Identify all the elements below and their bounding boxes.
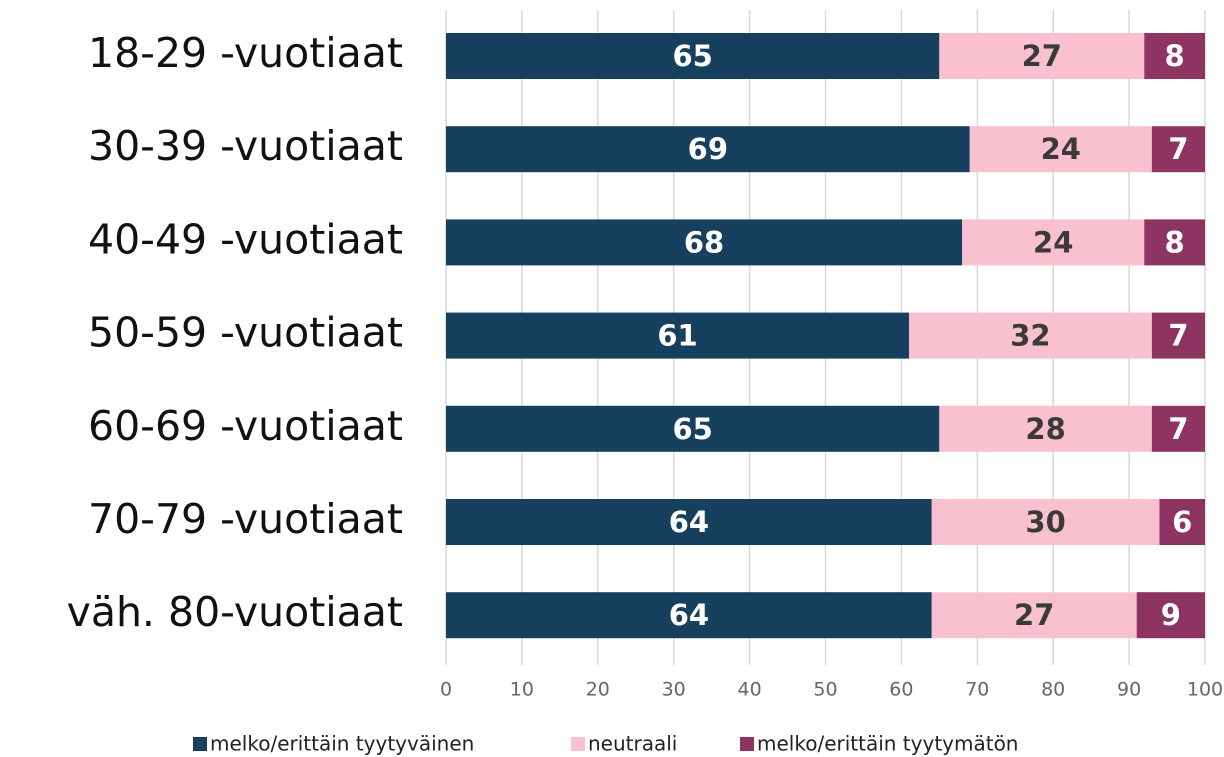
category-label: 30-39 -vuotiaat bbox=[88, 122, 403, 170]
data-label: 6 bbox=[1172, 505, 1192, 539]
bar-segment bbox=[1136, 592, 1205, 639]
x-tick-label: 10 bbox=[510, 679, 534, 701]
legend-swatch bbox=[193, 737, 207, 751]
legend-swatch bbox=[740, 737, 754, 751]
data-label: 27 bbox=[1022, 39, 1062, 73]
bar-segment bbox=[446, 592, 932, 639]
bar-segment bbox=[908, 312, 1152, 359]
bar-segment bbox=[969, 126, 1152, 173]
x-tick-label: 90 bbox=[1117, 679, 1141, 701]
bar-segment bbox=[446, 33, 940, 79]
bar-segment bbox=[1159, 499, 1205, 545]
data-label: 65 bbox=[672, 39, 712, 73]
legend-label: melko/erittäin tyytyväinen bbox=[210, 732, 474, 756]
data-label: 69 bbox=[688, 132, 728, 166]
bar-segment bbox=[939, 33, 1145, 79]
bar-segment bbox=[446, 499, 932, 545]
data-label: 28 bbox=[1025, 412, 1065, 446]
bar-segment bbox=[1151, 312, 1205, 359]
bar-segment bbox=[446, 126, 970, 173]
legend-swatch bbox=[571, 737, 585, 751]
bar-segment bbox=[1151, 126, 1205, 173]
x-tick-label: 100 bbox=[1187, 679, 1223, 701]
data-label: 7 bbox=[1168, 412, 1188, 446]
x-tick-label: 40 bbox=[738, 679, 762, 701]
bar-segment bbox=[446, 312, 909, 359]
x-tick-label: 0 bbox=[440, 679, 452, 701]
data-label: 27 bbox=[1014, 598, 1054, 632]
x-tick-label: 80 bbox=[1041, 679, 1065, 701]
data-label: 7 bbox=[1168, 319, 1188, 353]
bar-segment bbox=[931, 592, 1137, 639]
bar-segment bbox=[1151, 405, 1205, 452]
data-label: 7 bbox=[1168, 132, 1188, 166]
bar-segment bbox=[446, 405, 940, 452]
category-label: väh. 80-vuotiaat bbox=[67, 588, 403, 636]
category-label: 40-49 -vuotiaat bbox=[88, 215, 403, 263]
data-label: 8 bbox=[1165, 39, 1185, 73]
category-label: 50-59 -vuotiaat bbox=[88, 309, 403, 357]
data-label: 9 bbox=[1161, 598, 1181, 632]
data-label: 30 bbox=[1025, 505, 1065, 539]
data-label: 24 bbox=[1041, 132, 1081, 166]
x-tick-label: 30 bbox=[662, 679, 686, 701]
x-tick-label: 20 bbox=[586, 679, 610, 701]
x-tick-label: 70 bbox=[965, 679, 989, 701]
bar-segment bbox=[1144, 33, 1205, 79]
data-label: 65 bbox=[672, 412, 712, 446]
x-tick-label: 60 bbox=[889, 679, 913, 701]
bar-segment bbox=[962, 219, 1145, 266]
data-label: 64 bbox=[669, 505, 709, 539]
bar-segment bbox=[446, 219, 963, 266]
category-label: 60-69 -vuotiaat bbox=[88, 402, 403, 450]
data-label: 61 bbox=[657, 319, 697, 353]
data-label: 68 bbox=[684, 225, 724, 259]
data-label: 24 bbox=[1033, 225, 1073, 259]
category-label: 70-79 -vuotiaat bbox=[88, 495, 403, 543]
x-tick-label: 50 bbox=[813, 679, 837, 701]
category-label: 18-29 -vuotiaat bbox=[88, 29, 403, 77]
data-label: 8 bbox=[1165, 225, 1185, 259]
legend-label: melko/erittäin tyytymätön bbox=[757, 732, 1018, 756]
legend-label: neutraali bbox=[588, 732, 677, 756]
bar-segment bbox=[931, 499, 1160, 545]
bar-segment bbox=[939, 405, 1152, 452]
bar-segment bbox=[1144, 219, 1205, 266]
data-label: 32 bbox=[1010, 319, 1050, 353]
data-label: 64 bbox=[669, 598, 709, 632]
